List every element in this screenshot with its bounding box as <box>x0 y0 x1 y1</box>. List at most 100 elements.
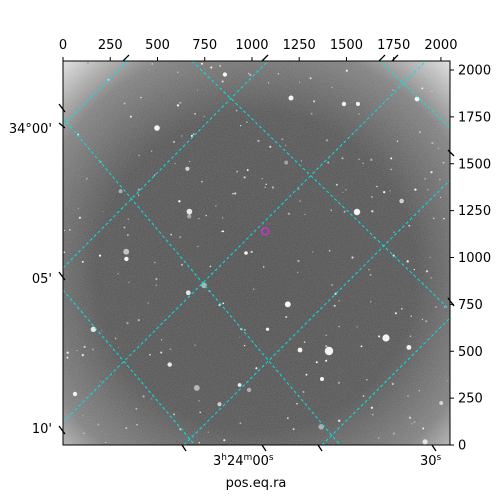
star <box>437 147 440 150</box>
star <box>304 213 306 216</box>
star <box>425 270 429 273</box>
star <box>102 210 104 213</box>
star <box>128 281 130 283</box>
star <box>257 139 260 143</box>
star <box>142 395 145 398</box>
top-tick-label: 250 <box>98 38 123 53</box>
top-tick-label: 2000 <box>424 38 457 53</box>
star <box>393 231 395 233</box>
star <box>399 198 404 204</box>
star <box>362 162 364 165</box>
world-tick-mark <box>317 444 323 452</box>
star <box>92 348 95 351</box>
star <box>151 63 154 65</box>
star <box>155 277 158 281</box>
star <box>207 431 209 433</box>
star <box>219 65 222 67</box>
star <box>234 192 237 195</box>
star <box>287 212 291 215</box>
star <box>151 398 153 400</box>
star <box>265 183 267 186</box>
star <box>392 432 395 435</box>
star <box>255 367 258 370</box>
bright-star <box>353 208 361 216</box>
star <box>338 419 341 422</box>
star <box>200 62 203 65</box>
star <box>377 437 380 439</box>
star <box>406 260 409 263</box>
star <box>77 207 80 210</box>
star <box>117 273 119 275</box>
right-tick-label: 500 <box>458 345 483 360</box>
star <box>240 125 242 127</box>
star <box>81 353 84 357</box>
star <box>215 205 217 207</box>
star <box>438 178 441 181</box>
star <box>187 292 190 294</box>
star <box>262 266 265 268</box>
star <box>237 383 242 387</box>
star <box>370 158 373 161</box>
star <box>174 163 176 165</box>
bright-star <box>154 125 160 131</box>
star <box>418 130 422 134</box>
star <box>82 432 86 435</box>
star <box>193 384 200 391</box>
star <box>305 373 308 376</box>
world-tick-mark <box>447 297 455 307</box>
star <box>192 133 195 136</box>
star <box>149 353 151 356</box>
star <box>297 271 299 273</box>
star <box>396 140 399 142</box>
ra-tick-label-1: 3h24m00s <box>213 453 274 469</box>
star <box>127 234 129 236</box>
star <box>337 381 341 384</box>
star <box>400 308 403 310</box>
star <box>199 411 202 414</box>
star <box>239 422 242 425</box>
top-tick-label: 0 <box>59 38 67 53</box>
celestial-grid <box>63 61 450 445</box>
star <box>297 259 300 263</box>
star <box>408 224 411 227</box>
star <box>338 300 340 302</box>
star <box>330 209 332 211</box>
star <box>252 288 255 290</box>
star <box>160 339 163 341</box>
star <box>232 192 234 195</box>
star <box>315 361 318 364</box>
star-field <box>63 62 448 445</box>
star <box>76 349 78 352</box>
star <box>413 421 416 424</box>
right-tick-label: 2000 <box>458 64 491 79</box>
star <box>265 327 270 331</box>
star <box>271 186 275 189</box>
star <box>383 190 386 194</box>
star <box>246 387 252 393</box>
star <box>185 166 190 171</box>
star <box>345 69 348 72</box>
star <box>418 423 420 425</box>
star <box>99 380 101 382</box>
star <box>327 161 330 164</box>
star <box>203 116 205 118</box>
world-tick-mark <box>58 122 66 129</box>
star <box>83 345 86 349</box>
star <box>198 217 200 220</box>
star <box>140 96 142 99</box>
grid-line <box>63 61 427 423</box>
star <box>358 113 360 115</box>
star <box>78 216 82 219</box>
star <box>236 170 239 173</box>
star <box>356 326 358 328</box>
star <box>422 427 425 430</box>
star <box>187 214 192 219</box>
star <box>169 348 172 351</box>
world-tick-mark <box>58 271 66 281</box>
star <box>303 341 306 343</box>
star <box>86 62 89 64</box>
star <box>409 335 412 338</box>
right-pixel-axis: 0 250 500 750 1000 1250 1500 1750 2000 <box>450 64 491 454</box>
star <box>68 229 71 231</box>
star <box>97 423 100 426</box>
